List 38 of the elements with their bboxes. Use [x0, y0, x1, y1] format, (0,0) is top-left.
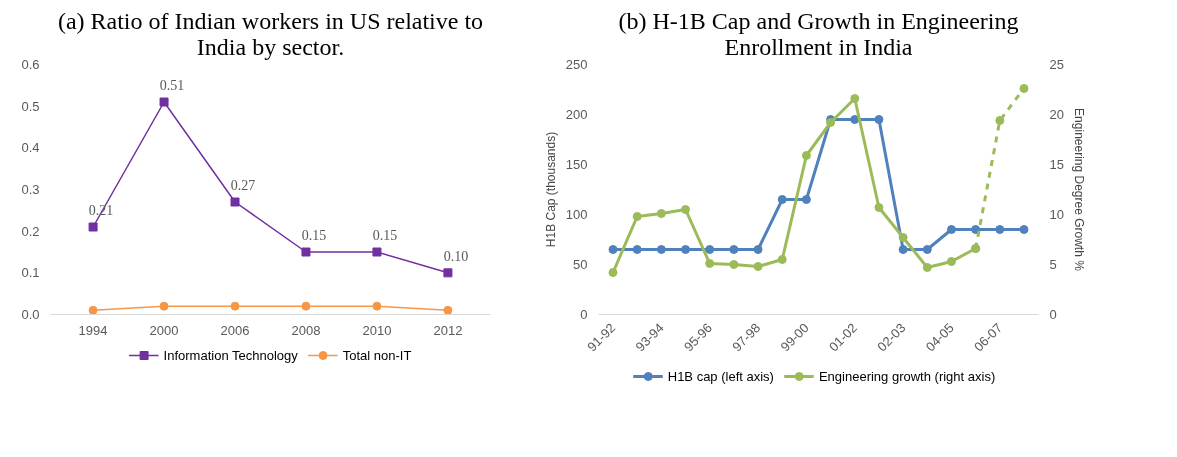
- x-tick-label: 1994: [78, 322, 108, 338]
- y-tick-label: 200: [565, 107, 588, 122]
- y-axis-title: H1B Cap (thousands): [543, 131, 558, 248]
- y2-axis-title: Engineering Degree Growth %: [1071, 108, 1086, 272]
- x-tick-label: 2008: [291, 322, 321, 338]
- y-tick-label: 0: [580, 307, 588, 322]
- y-tick-label: 0.0: [21, 307, 40, 322]
- x-tick-label: 2000: [149, 322, 179, 338]
- legend-label: Engineering growth (right axis): [818, 368, 996, 384]
- legend-label: Information Technology: [163, 347, 298, 363]
- y-tick-label: 100: [565, 207, 588, 222]
- data-label: 0.10: [443, 248, 469, 264]
- y2-tick-label: 0: [1049, 307, 1057, 322]
- x-tick-label: 2006: [220, 322, 250, 338]
- legend-label: H1B cap (left axis): [667, 368, 774, 384]
- chart-title: (a) Ratio of Indian workers in US relative to India by sector.: [57, 7, 484, 60]
- y-tick-label: 0.2: [21, 223, 40, 239]
- x-tick-label: 2010: [362, 322, 392, 338]
- y2-tick-label: 25: [1049, 57, 1064, 72]
- legend-label: Total non-IT: [342, 347, 412, 363]
- data-label: 0.51: [159, 78, 185, 93]
- y2-tick-label: 10: [1049, 207, 1064, 222]
- chart-title: (b) H-1B Cap and Growth in Engineering Enrollment in India: [618, 7, 1019, 60]
- y-tick-label: 0.4: [21, 140, 40, 156]
- data-label: 0.15: [372, 228, 398, 243]
- x-tick-label: 2012: [433, 322, 463, 338]
- y-tick-label: 250: [565, 57, 588, 72]
- y-tick-label: 50: [573, 257, 588, 272]
- y-tick-label: 0.1: [21, 265, 40, 281]
- y-tick-label: 0.5: [21, 98, 40, 114]
- y-tick-label: 0.6: [21, 57, 40, 72]
- y2-tick-label: 20: [1049, 107, 1064, 122]
- y2-tick-label: 5: [1049, 257, 1057, 272]
- data-label: 0.15: [301, 228, 327, 243]
- y-tick-label: 0.3: [21, 182, 40, 197]
- data-label: 0.27: [230, 178, 256, 193]
- y2-tick-label: 15: [1049, 157, 1064, 172]
- y-tick-label: 150: [565, 157, 588, 172]
